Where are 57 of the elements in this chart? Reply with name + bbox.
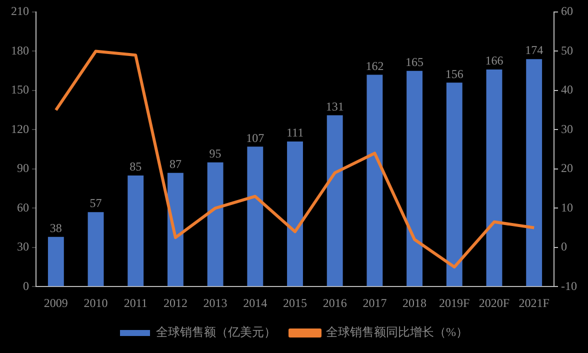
y2-tick-label: 40 [561,82,574,97]
x-tick-label: 2009 [44,296,68,310]
x-tick-label: 2016 [322,296,347,310]
bar [326,115,343,286]
y-tick-label: 0 [23,278,29,293]
bar [366,74,383,286]
y2-tick-label: -10 [561,278,578,293]
y-tick-label: 150 [11,82,29,97]
data-label: 156 [445,66,464,81]
data-label: 174 [525,43,544,58]
data-label: 57 [90,196,102,210]
data-label: 95 [209,146,222,161]
data-label: 87 [169,156,182,171]
data-label: 131 [326,99,344,114]
bar [128,175,144,286]
data-label: 162 [366,58,384,73]
y-tick-label: 60 [17,200,29,214]
bar [526,59,542,286]
bar [207,162,224,286]
x-tick-label: 2014 [243,296,268,310]
data-label: 166 [485,54,504,68]
y-tick-label: 120 [11,122,29,136]
legend-label: 全球销售额（亿美元） [156,325,276,340]
data-label: 111 [286,126,304,140]
bar [88,212,104,286]
y2-tick-label: 10 [561,200,574,214]
x-tick-label: 2019F [439,296,470,310]
x-tick-label: 2010 [84,296,108,310]
y2-tick-label: 60 [561,4,574,18]
data-label: 38 [50,221,62,236]
bar [486,70,502,286]
data-label: 107 [246,130,264,145]
data-label: 85 [130,160,142,174]
x-tick-label: 2020F [478,296,510,310]
y-tick-label: 210 [11,4,29,18]
bar [406,70,423,286]
x-tick-label: 2012 [163,296,188,310]
y-tick-label: 90 [17,161,29,176]
bar [167,172,184,286]
y2-tick-label: 30 [561,122,574,136]
bar [446,82,462,286]
x-tick-label: 2013 [203,296,228,310]
x-tick-label: 2015 [283,296,307,310]
x-tick-label: 2011 [124,296,148,310]
y-tick-label: 180 [11,43,29,58]
bar [287,141,303,286]
x-tick-label: 2021F [518,296,550,310]
y2-tick-label: 50 [561,43,574,58]
y2-tick-label: 20 [561,161,574,176]
x-tick-label: 2017 [362,296,387,310]
bar [247,146,264,286]
x-tick-label: 2018 [402,296,427,310]
data-label: 165 [406,55,424,69]
bar [48,236,64,286]
y2-tick-label: 0 [561,240,568,254]
legend-label: 全球销售额同比增长（%） [326,325,468,340]
y-tick-label: 30 [17,240,29,254]
